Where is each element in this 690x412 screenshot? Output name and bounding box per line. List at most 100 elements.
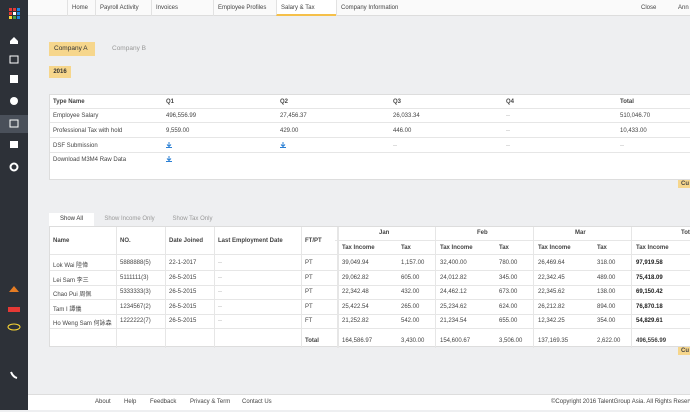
tab[interactable]: Salary & Tax (276, 0, 336, 16)
cell: -- (393, 143, 397, 149)
year-button[interactable]: 2016 (49, 66, 71, 78)
total-cell: 496,556.99 (636, 338, 667, 344)
row-divider (50, 328, 690, 329)
home-icon[interactable] (10, 37, 18, 44)
active-menu[interactable] (0, 115, 28, 133)
footer-link[interactable]: Contact Us (242, 399, 272, 405)
tab[interactable]: Payroll Activity (95, 0, 151, 16)
download-icon[interactable] (166, 156, 172, 162)
report-icon[interactable] (10, 75, 18, 83)
column-header: Name (53, 238, 70, 244)
cell: 1222222(7) (120, 318, 151, 324)
cell: 138.00 (597, 289, 616, 295)
cell: 345.00 (499, 274, 518, 281)
tab[interactable]: Invoices (151, 0, 213, 16)
cell: Tam I 譚儀 (53, 306, 82, 313)
cell: -- (218, 274, 222, 281)
header-divider (50, 254, 690, 255)
cell: 605.00 (401, 274, 420, 281)
download-icon[interactable] (280, 142, 286, 148)
total-cell: 3,506.00 (499, 338, 523, 344)
cell: -- (506, 143, 510, 149)
close-menu[interactable]: Close (641, 5, 657, 11)
action-button[interactable]: Cu (678, 180, 690, 188)
view-tab[interactable]: Show Tax Only (172, 216, 213, 222)
tab[interactable]: Home (67, 0, 95, 16)
cell: FT (305, 318, 313, 324)
sub-header: Tax Income (342, 245, 375, 251)
header-divider (335, 240, 690, 241)
cell: 25,422.54 (342, 303, 369, 310)
sub-header: Tax (401, 245, 411, 251)
tab[interactable]: Employee Profiles (213, 0, 276, 16)
total-cell: 3,430.00 (401, 338, 425, 344)
total-cell: 164,586.97 (342, 338, 373, 344)
cell: -- (218, 318, 222, 324)
edit-icon[interactable] (9, 55, 19, 64)
table-icon[interactable] (9, 119, 19, 128)
total-label: Total (305, 338, 319, 344)
cell: 69,150.42 (636, 289, 663, 295)
cell: 26,469.64 (538, 260, 565, 266)
cell: 655.00 (499, 318, 518, 324)
user-menu[interactable]: Ann (678, 5, 689, 11)
cell: 75,418.09 (636, 274, 663, 281)
brand-icon[interactable] (7, 323, 21, 331)
brand-icon[interactable] (8, 307, 20, 312)
column-header: Total (620, 99, 634, 105)
tab[interactable]: Company Information (336, 0, 404, 16)
footer-link[interactable]: Feedback (150, 399, 177, 405)
column-header: FT/PT (305, 238, 322, 244)
cell: 21,234.54 (440, 318, 467, 324)
column-header: Q4 (506, 99, 515, 105)
sub-header: Tax (597, 245, 607, 251)
cell: PT (305, 274, 313, 281)
footer-link[interactable]: Privacy & Term (190, 399, 231, 405)
cell: PT (305, 260, 313, 266)
cell: 354.00 (597, 318, 616, 324)
company-tab[interactable]: Company A (49, 42, 95, 56)
brand-icon[interactable] (9, 286, 19, 292)
company-tab[interactable]: Company B (112, 45, 146, 52)
cell: 265.00 (401, 303, 420, 310)
col-divider (435, 227, 436, 348)
row-divider (50, 137, 690, 138)
cell: 39,049.94 (342, 260, 369, 266)
col-divider (214, 227, 215, 348)
cell: PT (305, 289, 313, 295)
org-icon[interactable] (10, 141, 18, 148)
cell: 542.00 (401, 318, 420, 324)
view-tab[interactable]: Show All (49, 213, 94, 226)
footer: About Help Feedback Privacy & Term Contact U… (28, 394, 690, 410)
month-header: Mar (575, 230, 586, 236)
settings-icon[interactable] (9, 162, 19, 172)
cell: 1234567(2) (120, 303, 151, 310)
cell: 22,342.48 (342, 289, 369, 295)
cell: Download M3M4 Raw Data (53, 157, 127, 163)
download-icon[interactable] (166, 142, 172, 148)
cell: 22,342.45 (538, 274, 565, 281)
row-divider (50, 108, 690, 109)
phone-icon[interactable] (10, 371, 18, 379)
col-divider (338, 227, 339, 348)
detail-table: Name NO. Date Joined Last Employment Date FT… (49, 226, 690, 348)
footer-link[interactable]: Help (124, 399, 137, 405)
view-tab[interactable]: Show Income Only (104, 216, 155, 222)
footer-link[interactable]: About (95, 399, 111, 405)
cell: 10,433.00 (620, 128, 647, 134)
cell: 894.00 (597, 303, 616, 310)
people-icon[interactable] (10, 97, 18, 105)
column-header: Q1 (166, 99, 175, 105)
cell: 5111111(3) (120, 274, 149, 281)
cell: -- (506, 128, 510, 134)
action-button[interactable]: Cu (678, 347, 690, 355)
total-cell: 154,600.67 (440, 338, 471, 344)
col-divider (631, 227, 632, 348)
cell: 780.00 (499, 260, 518, 266)
cell: DSF Submission (53, 143, 98, 149)
total-cell: 137,169.35 (538, 338, 569, 344)
sub-header: Tax (499, 245, 509, 251)
cell: 489.00 (597, 274, 616, 281)
cell: PT (305, 303, 313, 310)
